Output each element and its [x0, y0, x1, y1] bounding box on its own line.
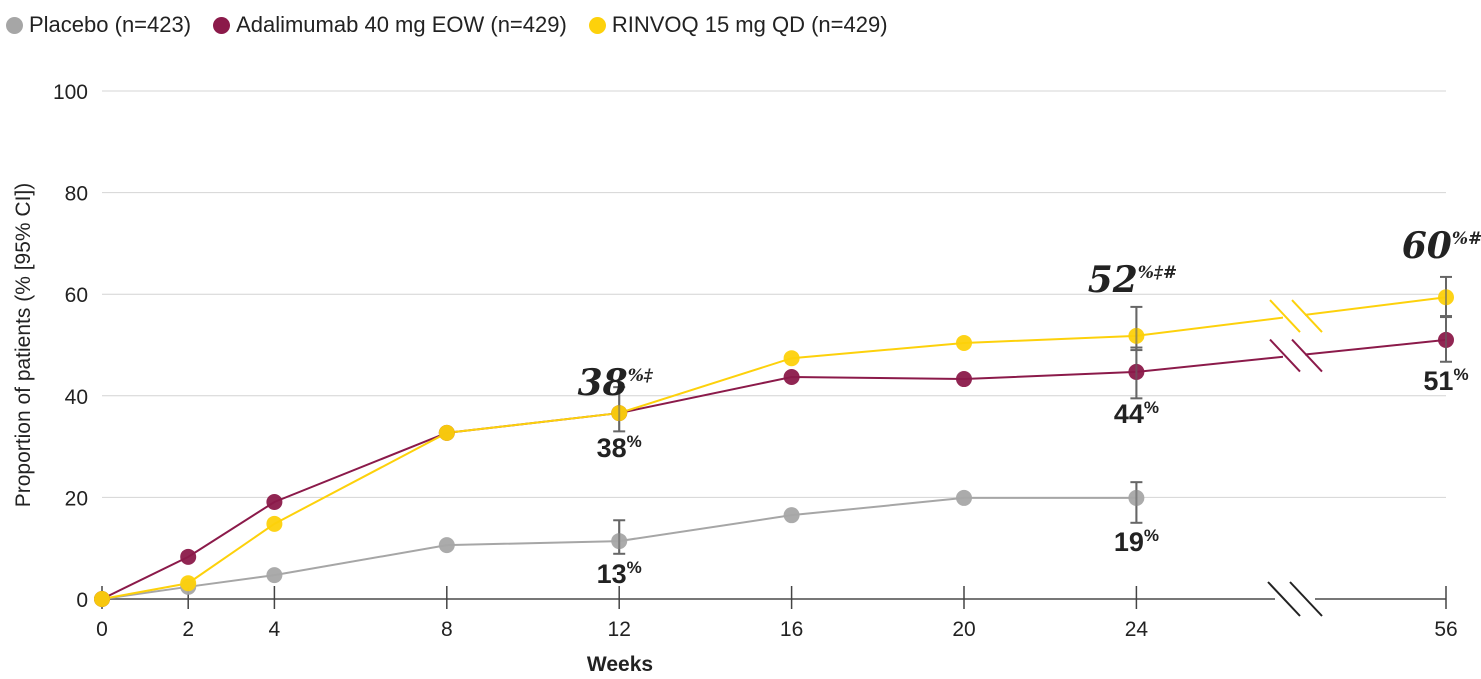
highlight-annotation: 38%‡	[578, 362, 654, 404]
x-tick-label: 16	[780, 618, 803, 641]
data-point	[956, 371, 972, 388]
highlight-annotation: 52%‡#	[1088, 259, 1177, 301]
legend-item-placebo: Placebo (n=423)	[6, 12, 191, 38]
value-label: 19%	[1114, 526, 1159, 557]
x-tick-label: 20	[952, 618, 975, 641]
value-label: 51%	[1423, 365, 1468, 396]
data-point	[956, 489, 972, 506]
data-point	[438, 537, 455, 554]
annotation-superscript: %	[1144, 526, 1159, 545]
data-point	[180, 548, 197, 565]
legend-swatch	[6, 16, 23, 34]
legend-label: Adalimumab 40 mg EOW (n=429)	[236, 12, 567, 37]
data-point	[180, 575, 197, 592]
axis-break-mark	[1267, 581, 1301, 617]
annotation-value: 13	[597, 559, 627, 589]
line-break-mark	[1269, 299, 1301, 333]
highlight-annotation: 60%#	[1402, 225, 1481, 267]
annotation-value: 38	[597, 433, 627, 463]
value-label: 13%	[597, 558, 642, 589]
legend-item-rinvoq: RINVOQ 15 mg QD (n=429)	[588, 12, 888, 38]
annotation-superscript: %	[1144, 398, 1159, 417]
legend-label: RINVOQ 15 mg QD (n=429)	[611, 12, 888, 37]
legend: Placebo (n=423) Adalimumab 40 mg EOW (n=…	[6, 12, 888, 38]
legend-swatch	[588, 16, 606, 34]
y-tick-label: 100	[53, 81, 88, 104]
data-point	[783, 350, 800, 367]
y-tick-label: 0	[76, 589, 88, 612]
legend-item-adalimumab: Adalimumab 40 mg EOW (n=429)	[213, 12, 567, 38]
x-tick-label: 12	[608, 618, 631, 641]
data-point	[438, 424, 455, 441]
annotation-value: 51	[1423, 366, 1453, 396]
series-line-2	[101, 296, 1447, 600]
y-axis-label: Proportion of patients (% [95% CI])	[12, 183, 35, 508]
annotation-value: 19	[1114, 527, 1144, 557]
x-tick-label: 4	[269, 618, 281, 641]
value-label: 44%	[1114, 398, 1159, 429]
line-break-mark	[1269, 338, 1301, 373]
annotation-superscript: %	[627, 432, 642, 451]
x-tick-label: 24	[1125, 618, 1149, 641]
data-point	[266, 515, 283, 532]
series-line-1	[101, 338, 1447, 600]
data-point	[94, 591, 110, 607]
line-break-mark	[1291, 338, 1323, 373]
annotation-value: 44	[1114, 399, 1144, 429]
y-tick-label: 60	[65, 284, 88, 307]
annotation-superscript: %#	[1452, 229, 1481, 249]
data-point	[783, 369, 800, 386]
y-tick-label: 80	[65, 183, 88, 206]
y-tick-label: 40	[65, 386, 88, 409]
annotation-value: 52	[1088, 259, 1138, 301]
x-tick-label: 0	[96, 618, 108, 641]
x-tick-label: 2	[182, 618, 194, 641]
axis-break-gap	[1275, 590, 1315, 610]
legend-label: Placebo (n=423)	[29, 12, 192, 37]
annotation-value: 60	[1402, 225, 1452, 267]
annotation-value: 38	[578, 362, 628, 404]
legend-swatch	[213, 16, 231, 34]
annotation-superscript: %‡#	[1138, 263, 1177, 283]
annotation-superscript: %	[1453, 365, 1468, 384]
series-line-0	[101, 496, 1137, 600]
x-tick-label: 8	[441, 618, 453, 641]
data-point	[266, 493, 283, 510]
axis-break-mark	[1289, 581, 1323, 617]
value-label: 38%	[597, 432, 642, 463]
x-axis-label: Weeks	[587, 653, 653, 676]
x-tick-label: 56	[1434, 618, 1457, 641]
data-point	[266, 567, 283, 584]
annotation-superscript: %‡	[628, 366, 654, 386]
data-point	[783, 507, 800, 524]
y-tick-label: 20	[65, 487, 88, 510]
data-point	[956, 334, 972, 351]
annotation-superscript: %	[627, 558, 642, 577]
line-break-mark	[1291, 299, 1323, 333]
